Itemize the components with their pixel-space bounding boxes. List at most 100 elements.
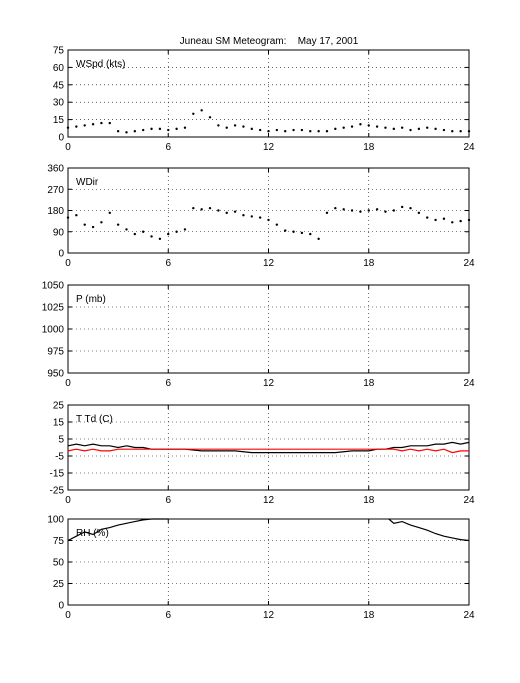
data-point bbox=[192, 112, 195, 116]
data-point bbox=[359, 123, 362, 126]
y-tick-label: 45 bbox=[53, 80, 65, 91]
data-point bbox=[309, 232, 312, 236]
y-tick-label: 60 bbox=[53, 63, 65, 74]
y-tick-label: 360 bbox=[47, 164, 64, 175]
y-tick-label: 30 bbox=[53, 98, 65, 109]
data-point bbox=[442, 217, 446, 220]
x-tick-label: 6 bbox=[165, 610, 171, 621]
data-point bbox=[392, 209, 396, 212]
data-point bbox=[141, 128, 145, 132]
x-tick-label: 24 bbox=[463, 610, 475, 621]
x-tick-label: 18 bbox=[363, 378, 375, 389]
data-point bbox=[375, 208, 379, 211]
data-point bbox=[66, 216, 70, 219]
data-point bbox=[258, 128, 262, 132]
data-point bbox=[100, 121, 103, 125]
x-tick-label: 6 bbox=[165, 258, 171, 269]
series-line-2 bbox=[67, 448, 469, 454]
data-point bbox=[400, 126, 404, 129]
data-point bbox=[192, 206, 195, 210]
data-point bbox=[200, 208, 203, 211]
data-point bbox=[342, 208, 345, 211]
data-point bbox=[208, 206, 212, 210]
y-tick-label: 975 bbox=[47, 347, 64, 358]
data-point bbox=[350, 125, 354, 128]
y-tick-label: 0 bbox=[58, 249, 64, 260]
data-point bbox=[359, 210, 362, 213]
data-point bbox=[409, 206, 412, 210]
x-tick-label: 0 bbox=[65, 378, 71, 389]
data-point bbox=[158, 237, 162, 241]
data-point bbox=[167, 232, 170, 236]
y-tick-label: -15 bbox=[50, 469, 65, 480]
data-point bbox=[242, 214, 245, 217]
chart-title-station: Juneau SM Meteogram: bbox=[180, 36, 287, 47]
data-point bbox=[300, 231, 304, 235]
data-point bbox=[133, 130, 137, 133]
y-tick-label: 1050 bbox=[42, 281, 65, 292]
data-point bbox=[108, 121, 111, 125]
data-point bbox=[325, 211, 329, 215]
x-tick-label: 6 bbox=[165, 495, 171, 506]
data-point bbox=[350, 209, 354, 212]
data-point bbox=[133, 232, 137, 236]
data-point bbox=[183, 126, 187, 129]
data-point bbox=[284, 130, 287, 133]
series-line-1 bbox=[67, 518, 169, 542]
data-point bbox=[242, 125, 245, 128]
data-point bbox=[66, 126, 70, 129]
data-point bbox=[275, 223, 279, 226]
y-tick-label: 0 bbox=[58, 601, 64, 612]
y-tick-label: 1000 bbox=[42, 325, 65, 336]
x-tick-label: 6 bbox=[165, 142, 171, 153]
data-point bbox=[375, 125, 379, 128]
chart-title-date: May 17, 2001 bbox=[298, 36, 359, 47]
data-point bbox=[384, 210, 387, 213]
y-tick-label: 1025 bbox=[42, 303, 65, 314]
x-tick-label: 0 bbox=[65, 142, 71, 153]
data-point bbox=[175, 230, 178, 233]
data-point bbox=[300, 128, 304, 132]
data-point bbox=[292, 128, 295, 132]
y-tick-label: 25 bbox=[53, 401, 65, 412]
y-tick-label: 15 bbox=[53, 418, 65, 429]
data-point bbox=[459, 219, 462, 223]
data-point bbox=[233, 210, 237, 213]
data-point bbox=[426, 126, 429, 129]
panel-3: 0 6 12 18 24 950 975 1000 1025 1050 P (mb) bbox=[42, 281, 475, 390]
data-point bbox=[183, 228, 187, 231]
data-point bbox=[342, 126, 345, 129]
data-point bbox=[116, 223, 120, 226]
data-point bbox=[459, 130, 462, 133]
data-point bbox=[451, 130, 454, 133]
panel-1: 0 6 12 18 24 0 15 30 45 60 75 WSpd (kts) bbox=[53, 46, 475, 154]
panel-label: WDir bbox=[76, 177, 99, 188]
data-point bbox=[284, 229, 287, 232]
series-line-2 bbox=[388, 518, 470, 542]
data-point bbox=[150, 235, 153, 238]
plot-area bbox=[67, 49, 470, 138]
data-point bbox=[367, 209, 370, 212]
x-tick-label: 12 bbox=[263, 258, 275, 269]
x-tick-label: 0 bbox=[65, 610, 71, 621]
data-point bbox=[434, 127, 437, 131]
data-point bbox=[200, 109, 203, 112]
data-point bbox=[91, 225, 95, 229]
data-point bbox=[275, 128, 279, 132]
data-point bbox=[334, 206, 337, 210]
data-point bbox=[384, 126, 387, 129]
data-point bbox=[75, 125, 78, 128]
data-point bbox=[442, 128, 446, 132]
panel-label: RH (%) bbox=[76, 528, 109, 539]
x-tick-label: 12 bbox=[263, 378, 275, 389]
data-point bbox=[125, 131, 128, 134]
panel-5: 0 6 12 18 24 0 25 50 75 100 RH (%) bbox=[47, 515, 475, 622]
y-tick-label: 25 bbox=[53, 579, 65, 590]
data-point bbox=[233, 124, 237, 127]
data-point bbox=[75, 214, 78, 217]
data-point bbox=[467, 130, 471, 133]
y-tick-label: -25 bbox=[50, 486, 65, 497]
data-point bbox=[325, 130, 329, 133]
data-point bbox=[467, 218, 471, 222]
